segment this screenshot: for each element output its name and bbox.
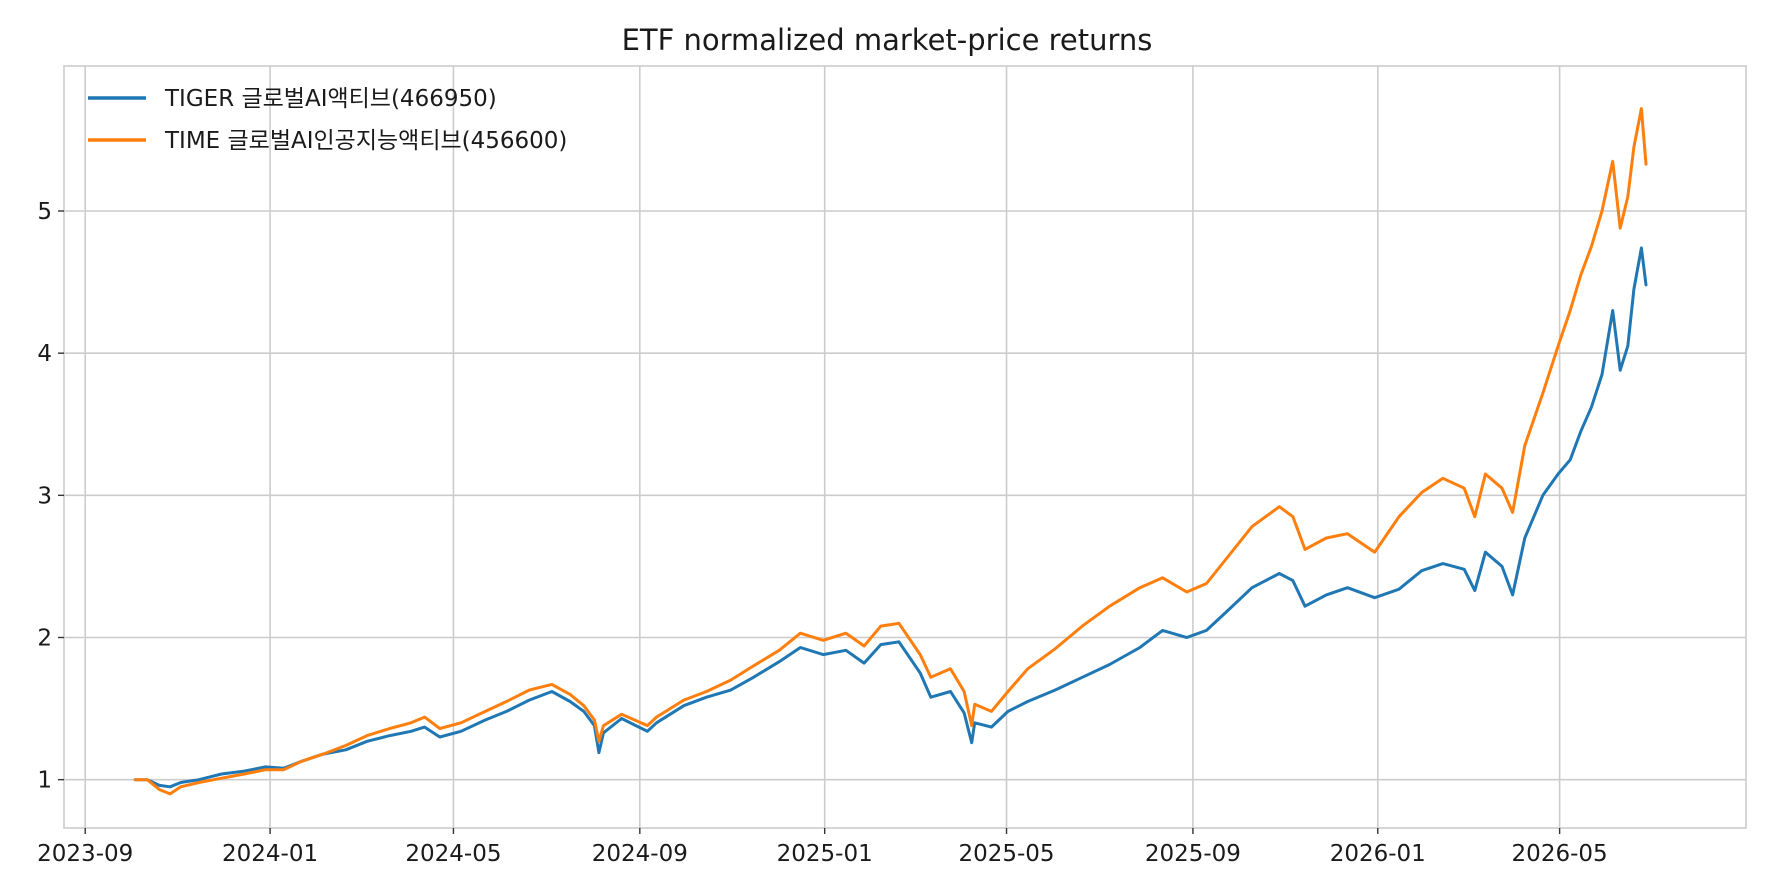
- x-tick-label: 2023-09: [37, 841, 133, 867]
- legend: TIGER 글로벌AI액티브(466950) TIME 글로벌AI인공지능액티브…: [88, 86, 567, 154]
- series-layer: [133, 107, 1648, 796]
- series-line-1: [133, 107, 1648, 796]
- x-tick-label: 2026-01: [1330, 841, 1426, 867]
- y-tick-label: 1: [37, 768, 52, 794]
- legend-label-tiger: TIGER 글로벌AI액티브(466950): [164, 86, 497, 112]
- chart-title: ETF normalized market-price returns: [622, 23, 1153, 57]
- y-tick-label: 3: [37, 483, 52, 509]
- x-tick-label: 2024-05: [405, 841, 501, 867]
- axis-ticks: 1 2 3 4 5 2023-09 2024-01 2024-05 2024-09 2025-01…: [37, 199, 1608, 867]
- y-tick-label: 5: [37, 199, 52, 225]
- y-tick-label: 2: [37, 626, 52, 652]
- x-tick-label: 2025-01: [777, 841, 873, 867]
- y-tick-label: 4: [37, 341, 52, 367]
- grid-lines: [64, 66, 1746, 828]
- x-tick-label: 2025-09: [1145, 841, 1241, 867]
- x-tick-label: 2024-09: [592, 841, 688, 867]
- series-line-0: [133, 246, 1648, 789]
- x-tick-label: 2026-05: [1512, 841, 1608, 867]
- x-tick-label: 2025-05: [958, 841, 1054, 867]
- legend-label-time: TIME 글로벌AI인공지능액티브(456600): [164, 128, 567, 154]
- plot-area-frame: [63, 65, 1747, 829]
- x-tick-label: 2024-01: [222, 841, 318, 867]
